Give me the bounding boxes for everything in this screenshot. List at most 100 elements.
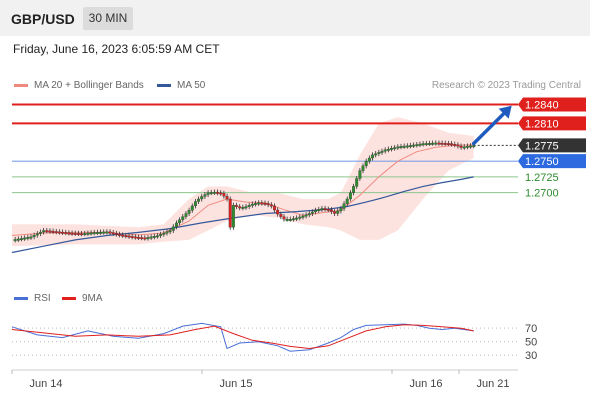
- candle-body: [187, 210, 191, 214]
- candle-body: [427, 143, 431, 145]
- forecast-arrow-icon: [471, 105, 512, 146]
- candle-body: [333, 211, 337, 214]
- candle-body: [121, 234, 125, 237]
- rsi-ma-label: 9MA: [82, 293, 103, 304]
- candle-body: [206, 192, 210, 195]
- arrow-shaft: [471, 108, 509, 146]
- rsi-level-50: 50: [525, 337, 537, 349]
- credit-text: Research © 2023 Trading Central: [431, 80, 581, 91]
- legend-ma50: MA 50: [157, 80, 205, 91]
- candle-body: [260, 202, 264, 205]
- candle-body: [70, 232, 74, 235]
- candle-body: [364, 161, 368, 167]
- candle-body: [238, 206, 242, 209]
- level-lines: [12, 103, 518, 194]
- candle-body: [102, 231, 106, 234]
- candle-body: [39, 231, 42, 234]
- candle-body: [453, 144, 457, 146]
- candle-body: [26, 237, 30, 239]
- candle-body: [386, 148, 390, 151]
- candle-body: [424, 143, 428, 146]
- candle-body: [288, 218, 292, 221]
- candle-body: [197, 198, 201, 202]
- candle-body: [437, 142, 441, 145]
- candle-body: [51, 230, 55, 233]
- candle-body: [76, 233, 80, 235]
- candle-body: [57, 231, 61, 234]
- ma50-swatch: [157, 83, 171, 87]
- candle-body: [310, 211, 314, 214]
- candle-body: [54, 231, 58, 234]
- candle-body: [228, 198, 232, 228]
- candle-body: [279, 213, 283, 217]
- candle-body: [465, 145, 469, 148]
- candle-body: [446, 143, 450, 146]
- candle-body: [244, 206, 248, 209]
- candle-body: [16, 238, 20, 241]
- candle-body: [409, 145, 412, 148]
- candle-body: [29, 236, 33, 239]
- x-label-Jun-16: Jun 16: [409, 378, 442, 390]
- rsi-swatch: [14, 296, 28, 300]
- level-tag-1.2775: [518, 138, 586, 153]
- rsi-legend: RSI: [14, 293, 51, 304]
- level-label-1.2810: 1.2810: [525, 118, 559, 130]
- candle-body: [329, 209, 333, 212]
- candle-body: [431, 142, 435, 145]
- candle-body: [263, 202, 267, 205]
- rsi-ma-swatch: [62, 296, 76, 300]
- candle-body: [462, 146, 466, 149]
- candle-body: [48, 230, 52, 233]
- candle-body: [235, 205, 238, 207]
- candle-body: [13, 239, 17, 242]
- candle-body: [83, 233, 87, 235]
- candle-body: [89, 232, 93, 235]
- candle-body: [273, 205, 276, 211]
- candle-body: [326, 208, 330, 211]
- candle-body: [149, 236, 153, 239]
- candle-body: [415, 144, 419, 147]
- candle-body: [434, 142, 438, 145]
- candle-body: [178, 219, 182, 224]
- level-label-1.2775: 1.2775: [525, 140, 559, 152]
- ma50-line: [11, 176, 474, 254]
- candle-body: [140, 237, 144, 240]
- candle-body: [257, 202, 261, 205]
- candle-body: [156, 235, 159, 238]
- candle-body: [307, 213, 311, 216]
- candle-body: [146, 237, 150, 240]
- x-axis: Jun 14 Jun 15 Jun 16 Jun 21: [11, 369, 518, 390]
- x-label-Jun-21: Jun 21: [476, 378, 509, 390]
- bollinger-fill: [12, 117, 474, 247]
- candle-body: [200, 196, 204, 200]
- candle-body: [412, 144, 416, 147]
- symbol-label: GBP/USD: [11, 11, 75, 27]
- ma50-label: MA 50: [177, 80, 206, 91]
- candle-body: [405, 145, 409, 148]
- candle-body: [383, 149, 387, 152]
- level-label-1.2700: 1.2700: [525, 188, 559, 200]
- level-label-1.2725: 1.2725: [525, 172, 559, 184]
- candle-body: [225, 195, 229, 200]
- candle-body: [162, 232, 166, 235]
- candle-body: [402, 145, 406, 148]
- rsi-ma-line: [11, 324, 474, 350]
- candle-body: [165, 231, 169, 234]
- candle-body: [450, 143, 454, 146]
- candle-body: [168, 230, 172, 233]
- price-series: [13, 140, 476, 243]
- candle-body: [152, 236, 156, 238]
- candle-body: [352, 186, 355, 193]
- candle-body: [92, 232, 96, 235]
- candle-body: [127, 235, 131, 238]
- candle-body: [276, 209, 280, 215]
- candle-body: [301, 215, 305, 218]
- candle-body: [114, 233, 118, 235]
- arrow-head: [498, 105, 512, 119]
- candle-body: [219, 192, 223, 195]
- candle-body: [304, 214, 308, 217]
- timeframe-button[interactable]: 30 MIN: [83, 7, 133, 30]
- candle-body: [193, 201, 197, 207]
- x-label-Jun-14: Jun 14: [29, 378, 62, 390]
